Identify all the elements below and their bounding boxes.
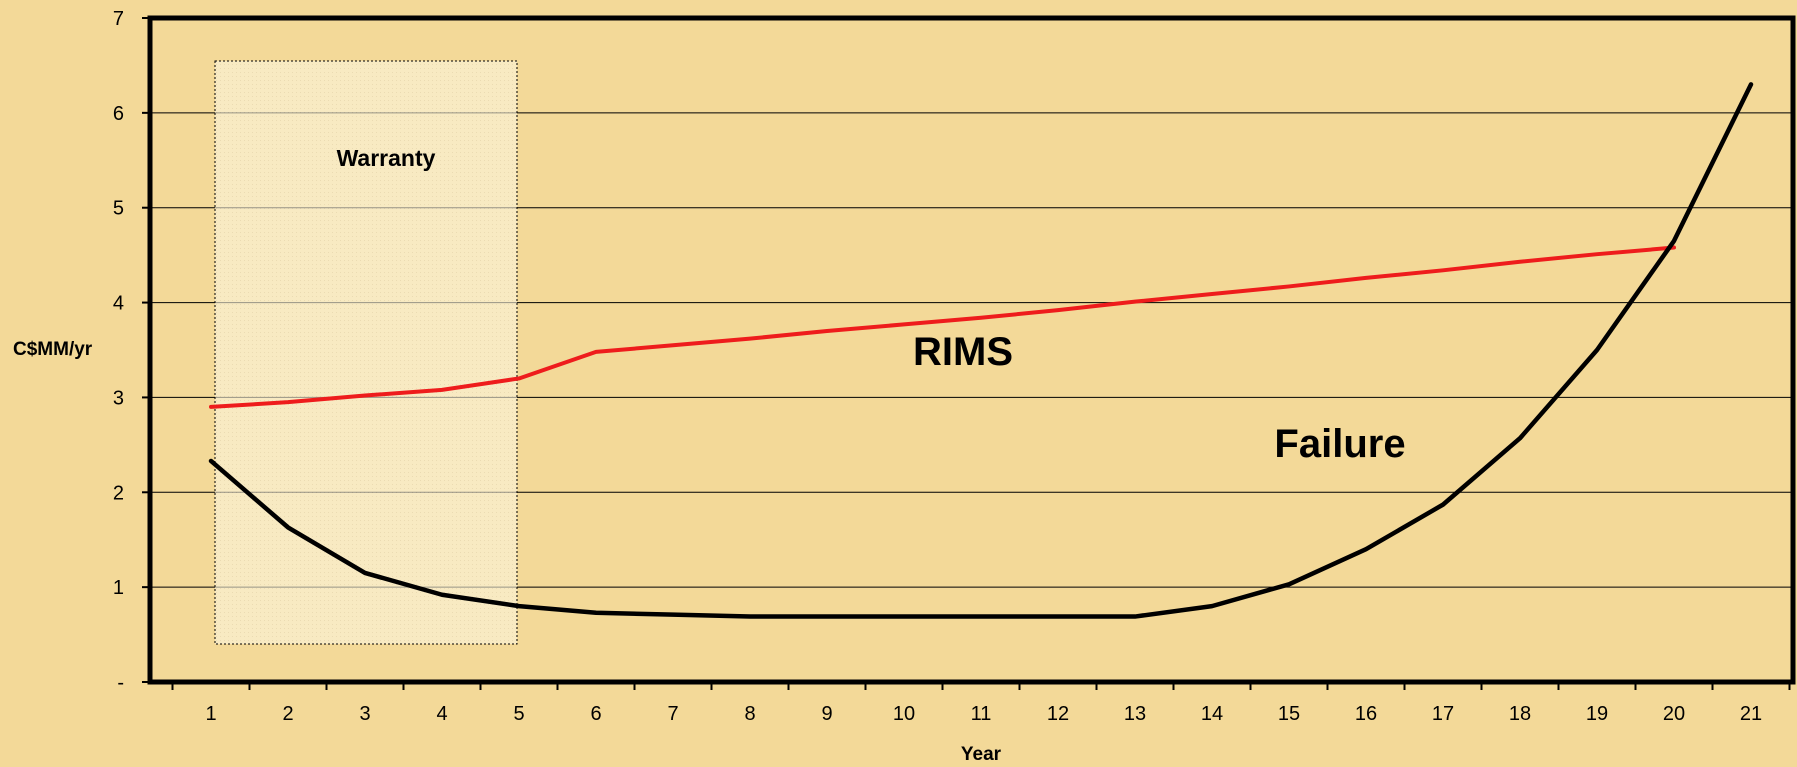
series-label-rims: RIMS xyxy=(913,330,1013,374)
y-tick-label: 4 xyxy=(113,293,124,315)
x-tick-label: 2 xyxy=(282,703,293,725)
data-point-failure xyxy=(209,459,213,463)
data-point-failure xyxy=(594,611,598,615)
y-tick-label: 3 xyxy=(113,387,124,409)
x-axis-title: Year xyxy=(961,744,1002,765)
data-point-failure xyxy=(1518,436,1522,440)
data-point-failure xyxy=(1210,604,1214,608)
x-tick-label: 6 xyxy=(590,703,601,725)
data-point-failure xyxy=(363,571,367,575)
data-point-failure xyxy=(440,593,444,597)
y-axis-title: C$MM/yr xyxy=(13,339,93,360)
data-point-failure xyxy=(1133,615,1137,619)
x-tick-label: 21 xyxy=(1740,703,1762,725)
data-point-failure xyxy=(1749,82,1753,86)
x-tick-label: 7 xyxy=(667,703,678,725)
data-point-failure xyxy=(286,525,290,529)
x-tick-label: 19 xyxy=(1586,703,1608,725)
series-label-failure: Failure xyxy=(1274,422,1405,466)
data-point-rims xyxy=(209,405,213,409)
data-point-failure xyxy=(902,615,906,619)
y-tick-label: 5 xyxy=(113,198,124,220)
data-point-failure xyxy=(1287,582,1291,586)
data-point-rims xyxy=(979,316,983,320)
x-tick-label: 13 xyxy=(1124,703,1146,725)
x-tick-label: 18 xyxy=(1509,703,1531,725)
x-tick-label: 12 xyxy=(1047,703,1069,725)
data-point-rims xyxy=(594,350,598,354)
data-point-failure xyxy=(1672,239,1676,243)
data-point-rims xyxy=(1518,260,1522,264)
data-point-rims xyxy=(440,388,444,392)
data-point-failure xyxy=(1441,503,1445,507)
y-tick-label: 1 xyxy=(113,577,124,599)
x-tick-label: 8 xyxy=(744,703,755,725)
data-point-rims xyxy=(1287,284,1291,288)
x-tick-label: 17 xyxy=(1432,703,1454,725)
data-point-rims xyxy=(1595,252,1599,256)
x-tick-label: 14 xyxy=(1201,703,1223,725)
x-tick-label: 15 xyxy=(1278,703,1300,725)
data-point-rims xyxy=(671,343,675,347)
y-tick-label: - xyxy=(117,672,124,694)
y-tick-label: 7 xyxy=(113,8,124,30)
data-point-failure xyxy=(825,615,829,619)
y-tick-label: 2 xyxy=(113,482,124,504)
data-point-rims xyxy=(825,329,829,333)
x-tick-label: 10 xyxy=(893,703,915,725)
data-point-failure xyxy=(979,615,983,619)
x-tick-label: 3 xyxy=(359,703,370,725)
warranty-box xyxy=(214,60,518,645)
data-point-rims xyxy=(1133,300,1137,304)
data-point-failure xyxy=(1056,615,1060,619)
data-point-rims xyxy=(286,400,290,404)
data-point-failure xyxy=(1595,348,1599,352)
series-lines xyxy=(208,82,1754,619)
data-point-rims xyxy=(1056,308,1060,312)
data-point-rims xyxy=(1364,276,1368,280)
data-point-failure xyxy=(1364,547,1368,551)
data-point-rims xyxy=(363,394,367,398)
x-tick-label: 4 xyxy=(436,703,447,725)
x-tick-label: 16 xyxy=(1355,703,1377,725)
data-point-rims xyxy=(1441,268,1445,272)
plot-frame xyxy=(147,15,1796,685)
data-point-failure xyxy=(517,604,521,608)
x-tick-label: 11 xyxy=(971,703,992,725)
data-point-rims xyxy=(1210,292,1214,296)
y-tick-label: 6 xyxy=(113,103,124,125)
data-point-rims xyxy=(517,376,521,380)
data-point-rims xyxy=(748,337,752,341)
x-tick-label: 9 xyxy=(821,703,832,725)
data-point-failure xyxy=(748,615,752,619)
x-tick-label: 5 xyxy=(513,703,524,725)
warranty-region: Warranty xyxy=(214,60,518,645)
x-tick-label: 20 xyxy=(1663,703,1685,725)
data-point-failure xyxy=(671,613,675,617)
data-point-rims xyxy=(1672,246,1676,250)
x-tick-label: 1 xyxy=(205,703,216,725)
data-point-rims xyxy=(902,322,906,326)
series-line-rims xyxy=(209,245,1676,409)
warranty-label: Warranty xyxy=(337,145,436,171)
